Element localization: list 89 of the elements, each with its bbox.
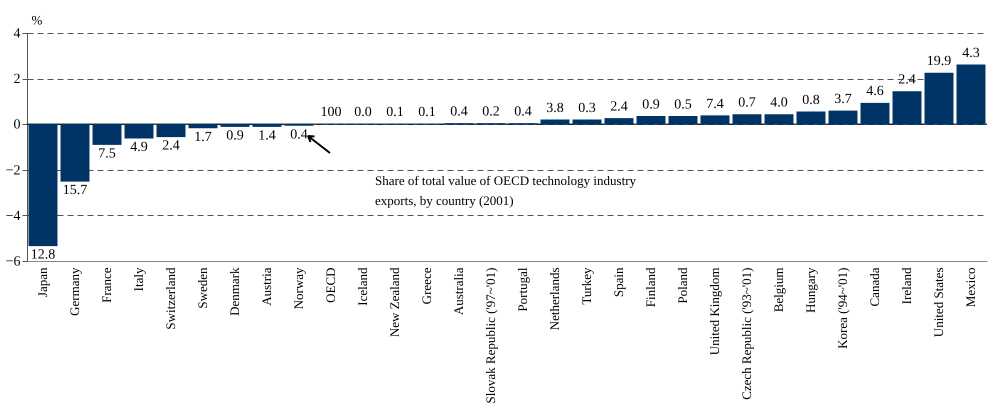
annotation: 4.3 bbox=[962, 46, 980, 61]
annotation: 0.4 bbox=[514, 104, 532, 120]
y-tick-label: 0 bbox=[14, 118, 20, 133]
x-tick-label: Switzerland bbox=[163, 267, 178, 330]
bar bbox=[92, 124, 122, 145]
y-tick-label: −2 bbox=[6, 163, 20, 178]
x-tick-label: Australia bbox=[451, 267, 466, 316]
x-tick-label: Italy bbox=[131, 267, 146, 292]
annotation: 4.6 bbox=[866, 84, 884, 100]
bar bbox=[28, 124, 58, 246]
x-tick-label: Iceland bbox=[355, 267, 370, 306]
x-tick-label: United Kingdom bbox=[707, 268, 722, 356]
annotation: 4.0 bbox=[770, 96, 788, 111]
annotation: 0.4 bbox=[290, 127, 308, 142]
x-tick-label: Slovak Republic ('97~'01) bbox=[483, 268, 498, 404]
bar bbox=[860, 102, 890, 125]
y-axis-title: % bbox=[32, 12, 42, 28]
annotation: 4.9 bbox=[130, 140, 148, 156]
bar bbox=[828, 110, 858, 125]
x-tick-label: Czech Republic ('93~'01) bbox=[739, 268, 754, 400]
x-tick-label: United States bbox=[931, 268, 946, 338]
bar bbox=[796, 111, 826, 125]
annotation: 15.7 bbox=[62, 183, 88, 198]
annotation: 0.8 bbox=[802, 92, 820, 108]
bar bbox=[572, 119, 602, 125]
y-tick-label: −6 bbox=[6, 254, 20, 270]
x-tick-label: Finland bbox=[643, 267, 658, 308]
bar bbox=[636, 116, 666, 125]
annotation: 0.7 bbox=[738, 96, 756, 111]
y-tick-label: 4 bbox=[14, 26, 20, 42]
x-tick-label: Portugal bbox=[515, 267, 530, 312]
y-tick-label: −4 bbox=[6, 208, 20, 224]
annotation: 2.4 bbox=[162, 138, 180, 154]
bar bbox=[956, 64, 986, 125]
bar bbox=[540, 119, 570, 125]
x-tick-label: Netherlands bbox=[547, 268, 562, 330]
x-tick-label: Belgium bbox=[771, 268, 786, 312]
annotation: 0.1 bbox=[386, 105, 404, 120]
bar bbox=[924, 72, 954, 125]
x-tick-label: Norway bbox=[291, 267, 306, 310]
annotation: 0.0 bbox=[354, 105, 372, 120]
x-tick-label: Austria bbox=[259, 267, 274, 306]
bar bbox=[732, 114, 762, 125]
x-tick-label: Japan bbox=[35, 267, 50, 298]
annotation: 19.9 bbox=[926, 54, 952, 70]
annotation: 0.9 bbox=[226, 128, 244, 144]
x-tick-label: Spain bbox=[611, 267, 626, 298]
bar bbox=[252, 124, 282, 127]
annotation: 0.3 bbox=[578, 100, 596, 116]
annotation: 3.7 bbox=[834, 92, 852, 107]
y-tick-label: 2 bbox=[14, 72, 20, 88]
bar bbox=[188, 124, 218, 128]
x-tick-label: Germany bbox=[67, 267, 82, 316]
bar bbox=[700, 115, 730, 125]
annotation: 2.4 bbox=[610, 100, 628, 114]
bar bbox=[124, 124, 154, 139]
annotation: 0.1 bbox=[418, 105, 436, 120]
bar bbox=[668, 116, 698, 125]
annotation: 0.9 bbox=[642, 97, 660, 112]
annotation: 12.8 bbox=[30, 248, 56, 263]
annotation: 3.8 bbox=[546, 100, 564, 116]
annotation: 100 bbox=[320, 105, 342, 120]
bar bbox=[764, 114, 794, 125]
annotation: 0.2 bbox=[482, 104, 500, 120]
bar bbox=[156, 124, 186, 138]
annotation: 7.5 bbox=[98, 146, 116, 162]
bar bbox=[892, 91, 922, 125]
x-tick-label: Sweden bbox=[195, 267, 210, 309]
annotation: 1.4 bbox=[258, 128, 276, 144]
bar bbox=[60, 124, 90, 182]
x-tick-label: Poland bbox=[675, 267, 690, 304]
bar bbox=[604, 118, 634, 125]
x-tick-label: Korea ('94~'01) bbox=[835, 268, 850, 349]
x-tick-label: OECD bbox=[323, 268, 338, 303]
x-tick-label: Mexico bbox=[963, 268, 978, 308]
annotation: 0.5 bbox=[674, 97, 692, 112]
x-tick-label: Greece bbox=[419, 267, 434, 304]
x-tick-label: Hungary bbox=[803, 267, 818, 313]
x-tick-label: Ireland bbox=[899, 267, 914, 304]
x-tick-label: New Zealand bbox=[387, 267, 402, 338]
x-tick-label: Denmark bbox=[227, 267, 242, 316]
annotation: Share of total value of OECD technology industry exports, by country (2001) bbox=[375, 173, 637, 208]
bar bbox=[220, 124, 250, 127]
annotation: 1.7 bbox=[194, 130, 212, 145]
x-tick-label: France bbox=[99, 267, 114, 303]
annotation: 0.4 bbox=[450, 104, 468, 120]
x-tick-label: Turkey bbox=[579, 267, 594, 305]
annotation: 7.4 bbox=[706, 96, 724, 112]
x-tick-label: Canada bbox=[867, 267, 882, 306]
